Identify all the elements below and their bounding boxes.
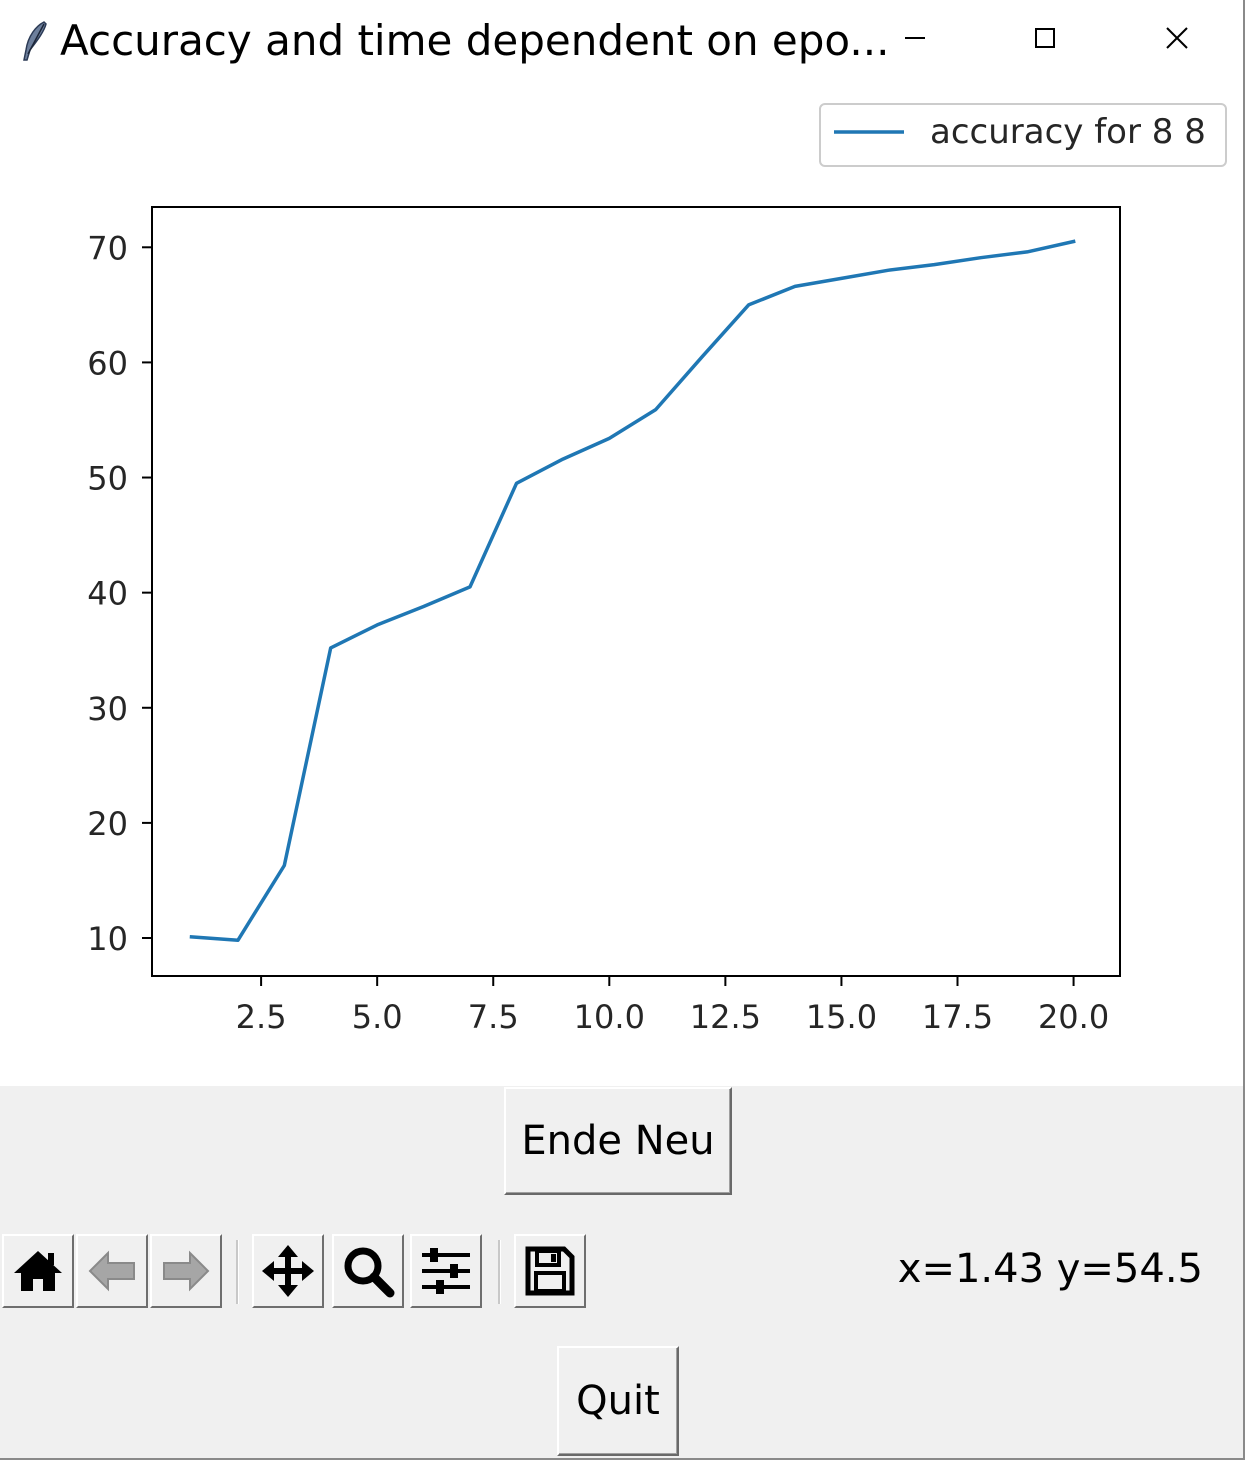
zoom-icon (344, 1247, 395, 1298)
y-tick-label: 20 (87, 805, 128, 843)
close-icon (1166, 27, 1188, 49)
x-tick-label: 7.5 (468, 998, 519, 1036)
series-line-accuracy (189, 239, 1076, 943)
legend: accuracy for 8 8 (819, 103, 1227, 167)
quit-button[interactable]: Quit (557, 1346, 679, 1456)
y-tick-label: 10 (87, 920, 128, 958)
maximize-button[interactable] (985, 0, 1105, 76)
maximize-icon (1035, 28, 1055, 48)
x-tick-label: 5.0 (352, 998, 403, 1036)
title-bar[interactable]: Accuracy and time dependent on epo... (0, 0, 1243, 88)
minimize-icon (905, 37, 925, 39)
toolbar-separator (498, 1240, 501, 1304)
window-title: Accuracy and time dependent on epo... (60, 16, 890, 65)
x-tick-label: 15.0 (806, 998, 877, 1036)
x-tick-label: 12.5 (690, 998, 761, 1036)
configure-subplots-icon (422, 1248, 470, 1294)
x-tick-label: 10.0 (574, 998, 645, 1036)
forward-icon (163, 1250, 210, 1292)
zoom-button[interactable] (332, 1234, 404, 1308)
back-icon (88, 1250, 135, 1292)
minimize-button[interactable] (855, 0, 975, 76)
feather-icon (23, 21, 47, 61)
home-icon (14, 1251, 62, 1291)
save-icon (525, 1246, 575, 1296)
y-tick-label: 70 (87, 229, 128, 267)
close-button[interactable] (1117, 0, 1237, 76)
y-tick-label: 40 (87, 575, 128, 613)
x-tick-label: 17.5 (922, 998, 993, 1036)
pan-icon (262, 1245, 314, 1297)
line-chart: 10 20 30 40 50 60 70 2.5 5.0 7.5 10.0 12.5 15.0 17.5… (87, 103, 1227, 1036)
pan-button[interactable] (252, 1234, 324, 1308)
plot-canvas[interactable]: 10 20 30 40 50 60 70 2.5 5.0 7.5 10.0 12.5 15.0 17.5… (0, 88, 1243, 1086)
home-button[interactable] (2, 1234, 74, 1308)
ende-neu-button[interactable]: Ende Neu (504, 1087, 732, 1195)
configure-subplots-button[interactable] (410, 1234, 482, 1308)
cursor-coordinates: x=1.43 y=54.5 (897, 1246, 1203, 1292)
x-tick-label: 20.0 (1038, 998, 1109, 1036)
y-tick-label: 60 (87, 344, 128, 382)
legend-label: accuracy for 8 8 (930, 112, 1206, 152)
forward-button[interactable] (150, 1234, 222, 1308)
save-button[interactable] (514, 1234, 586, 1308)
plot-axes (151, 206, 1121, 977)
y-tick-label: 50 (87, 460, 128, 498)
y-tick-label: 30 (87, 690, 128, 728)
back-button[interactable] (76, 1234, 148, 1308)
x-tick-label: 2.5 (236, 998, 287, 1036)
toolbar-separator (236, 1240, 239, 1304)
